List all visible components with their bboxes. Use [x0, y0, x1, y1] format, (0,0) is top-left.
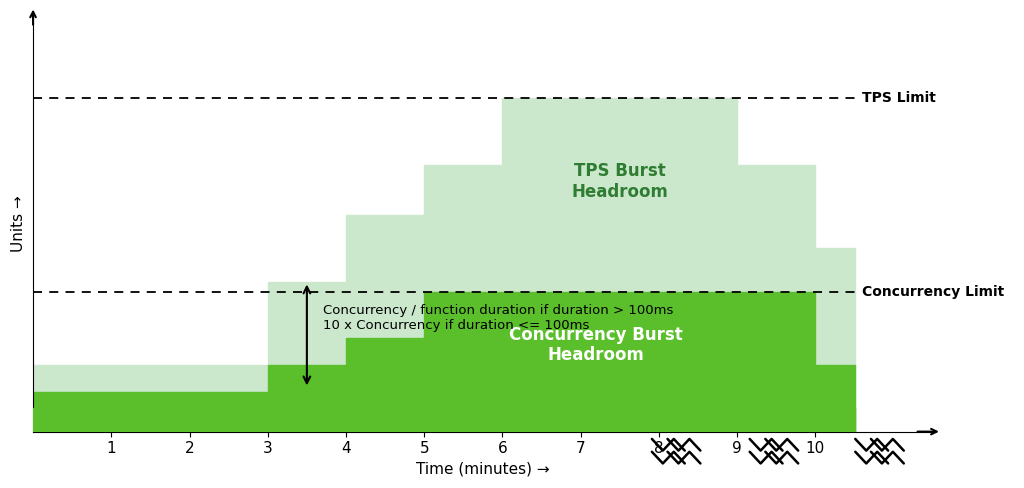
Text: Concurrency / function duration if duration > 100ms
10 x Concurrency if duration: Concurrency / function duration if durat… — [323, 305, 673, 332]
Text: Concurrency Burst
Headroom: Concurrency Burst Headroom — [510, 325, 683, 365]
Text: TPS Burst
Headroom: TPS Burst Headroom — [571, 162, 669, 201]
X-axis label: Time (minutes) →: Time (minutes) → — [416, 462, 550, 477]
Text: TPS Limit: TPS Limit — [862, 91, 936, 105]
Polygon shape — [33, 408, 854, 431]
Polygon shape — [33, 98, 854, 431]
Text: Concurrency Limit: Concurrency Limit — [862, 285, 1005, 299]
Polygon shape — [33, 292, 854, 431]
Y-axis label: Units →: Units → — [11, 195, 26, 252]
